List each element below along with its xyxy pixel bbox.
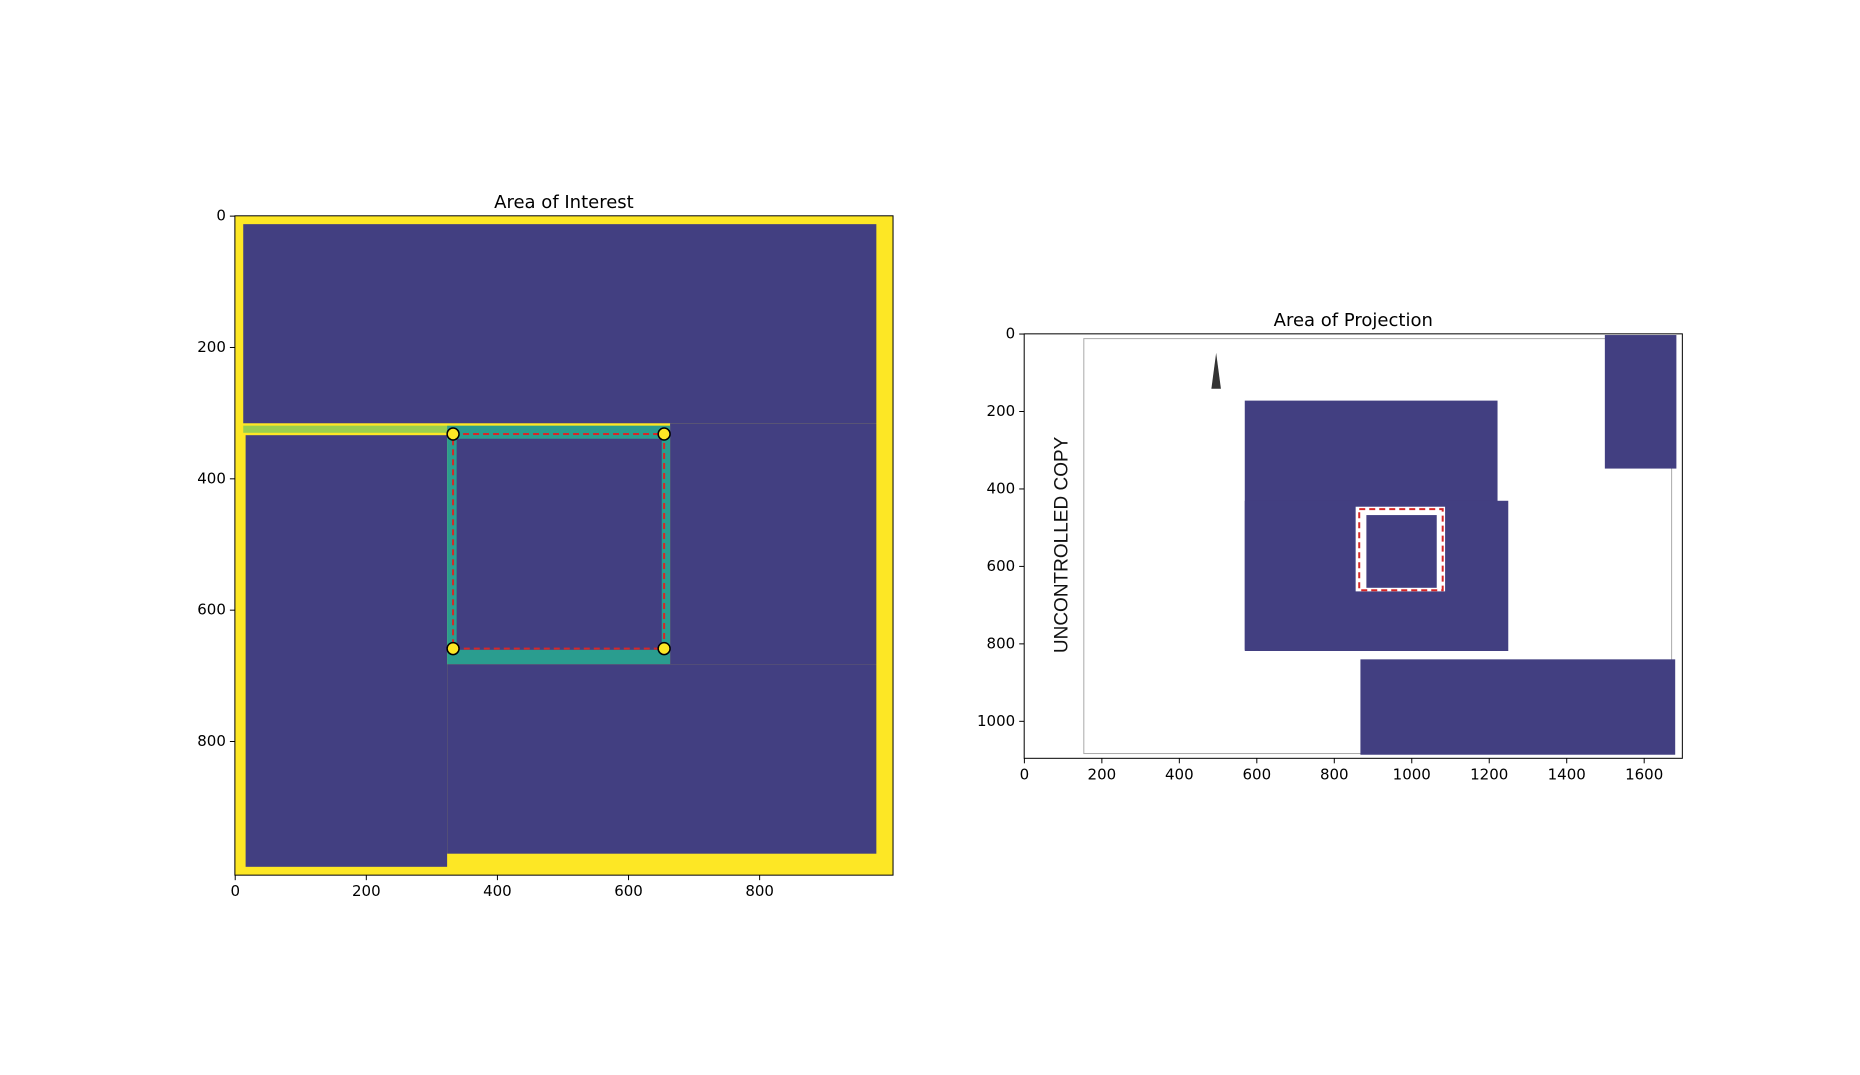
x-tick-label: 600	[614, 882, 643, 900]
image-text: UNCONTROLLED COPY	[1051, 436, 1072, 653]
x-tick-label: 0	[230, 882, 240, 900]
feature-line	[243, 425, 448, 433]
image: UNCONTROLLED COPY	[1024, 333, 1683, 759]
x-tick-label: 0	[1020, 765, 1030, 783]
y-tick-label: 0	[216, 207, 226, 225]
x-tick-label: 1400	[1548, 765, 1586, 783]
x-tick-label: 200	[1088, 765, 1117, 783]
image	[234, 215, 894, 876]
masked-region	[670, 423, 877, 665]
x-tick-label: 400	[483, 882, 512, 900]
x-tick-label: 1000	[1393, 765, 1431, 783]
masked-region	[1604, 335, 1677, 469]
masked-region	[245, 435, 448, 867]
x-tick-label: 200	[352, 882, 381, 900]
y-tick-label: 200	[987, 402, 1016, 420]
x-tick-label: 400	[1165, 765, 1194, 783]
x-tick-label: 1200	[1470, 765, 1508, 783]
y-tick-label: 1000	[977, 712, 1015, 730]
corner-marker	[446, 427, 460, 441]
x-tick-label: 800	[1320, 765, 1349, 783]
masked-region	[1360, 659, 1676, 755]
x-tick-label: 800	[745, 882, 774, 900]
masked-region	[447, 664, 877, 854]
projected-square	[1358, 508, 1444, 592]
x-tick-label: 600	[1242, 765, 1271, 783]
north-arrow	[1211, 352, 1221, 389]
masked-region	[243, 224, 877, 424]
axes-frame	[234, 215, 894, 876]
axes-frame	[1023, 333, 1683, 759]
y-tick-label: 800	[987, 634, 1016, 652]
detected-square	[452, 433, 666, 650]
frame-inner	[456, 438, 662, 650]
frame-inner	[1366, 515, 1437, 588]
y-tick-label: 600	[987, 557, 1016, 575]
chart-title: Area of Interest	[494, 192, 634, 213]
x-tick-label: 1600	[1625, 765, 1663, 783]
corner-marker	[657, 427, 671, 441]
y-tick-label: 200	[197, 338, 226, 356]
y-tick-label: 400	[987, 479, 1016, 497]
y-tick-label: 400	[197, 469, 226, 487]
y-tick-label: 0	[1006, 325, 1016, 343]
y-tick-label: 600	[197, 601, 226, 619]
y-tick-label: 800	[197, 732, 226, 750]
chart-title: Area of Projection	[1274, 310, 1433, 331]
corner-marker	[446, 641, 460, 656]
corner-marker	[657, 641, 671, 656]
